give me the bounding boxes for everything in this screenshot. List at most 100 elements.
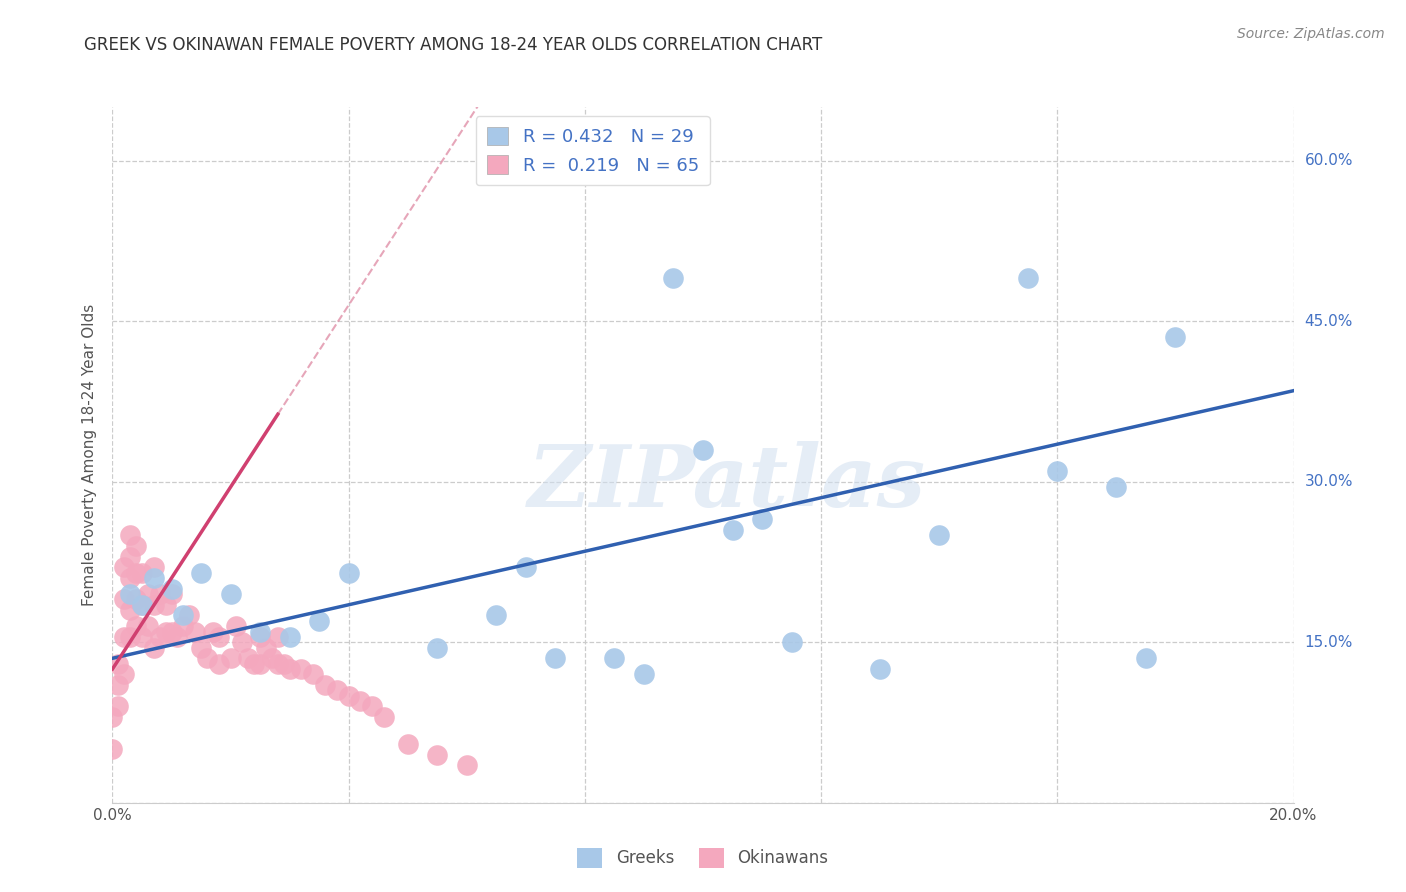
Point [692,442,714,457]
Point [195,651,218,665]
Point [107,678,129,692]
Point [131,566,153,580]
Point [131,630,153,644]
Point [142,640,165,655]
Point [190,640,212,655]
Point [267,630,290,644]
Point [1135,651,1157,665]
Point [155,598,177,612]
Point [136,619,159,633]
Y-axis label: Female Poverty Among 18-24 Year Olds: Female Poverty Among 18-24 Year Olds [82,304,97,606]
Point [131,598,153,612]
Point [928,528,950,542]
Legend: Greeks, Okinawans: Greeks, Okinawans [571,841,835,875]
Point [869,662,891,676]
Point [1046,464,1069,478]
Point [125,539,148,553]
Point [485,608,508,623]
Point [426,640,449,655]
Text: 30.0%: 30.0% [1305,475,1353,489]
Point [267,657,290,671]
Point [155,624,177,639]
Point [160,587,183,601]
Point [662,271,685,285]
Point [142,598,165,612]
Point [107,699,129,714]
Text: GREEK VS OKINAWAN FEMALE POVERTY AMONG 18-24 YEAR OLDS CORRELATION CHART: GREEK VS OKINAWAN FEMALE POVERTY AMONG 1… [84,36,823,54]
Point [208,630,231,644]
Point [1017,271,1039,285]
Point [125,592,148,607]
Point [231,635,253,649]
Point [125,566,148,580]
Point [142,571,165,585]
Point [120,528,142,542]
Point [184,624,207,639]
Point [308,614,330,628]
Point [456,758,478,772]
Point [120,630,142,644]
Point [112,560,135,574]
Point [1105,480,1128,494]
Point [278,630,301,644]
Point [101,710,124,724]
Point [273,657,295,671]
Point [249,624,271,639]
Point [219,651,242,665]
Point [780,635,803,649]
Point [278,662,301,676]
Text: Source: ZipAtlas.com: Source: ZipAtlas.com [1237,27,1385,41]
Point [201,624,224,639]
Point [633,667,655,681]
Text: ZIPatlas: ZIPatlas [527,441,925,524]
Point [172,608,194,623]
Point [112,667,135,681]
Point [349,694,371,708]
Point [219,587,242,601]
Point [260,651,283,665]
Point [131,598,153,612]
Point [243,657,266,671]
Point [290,662,312,676]
Point [361,699,384,714]
Point [166,630,188,644]
Point [120,587,142,601]
Point [544,651,567,665]
Point [721,523,744,537]
Point [1164,330,1187,344]
Point [112,630,135,644]
Point [120,571,142,585]
Point [107,657,129,671]
Text: 15.0%: 15.0% [1305,635,1353,649]
Point [751,512,773,526]
Point [101,742,124,756]
Point [136,587,159,601]
Point [254,640,277,655]
Point [326,683,349,698]
Point [337,566,360,580]
Point [396,737,419,751]
Point [172,619,194,633]
Point [603,651,626,665]
Text: 45.0%: 45.0% [1305,314,1353,328]
Point [142,560,165,574]
Point [249,657,271,671]
Point [149,587,172,601]
Point [337,689,360,703]
Point [225,619,247,633]
Point [515,560,537,574]
Point [112,592,135,607]
Point [238,651,260,665]
Point [120,603,142,617]
Point [125,619,148,633]
Point [302,667,325,681]
Point [373,710,395,724]
Point [426,747,449,762]
Legend: R = 0.432   N = 29, R =  0.219   N = 65: R = 0.432 N = 29, R = 0.219 N = 65 [475,116,710,186]
Point [160,582,183,596]
Point [190,566,212,580]
Point [208,657,231,671]
Point [249,630,271,644]
Point [160,624,183,639]
Point [149,630,172,644]
